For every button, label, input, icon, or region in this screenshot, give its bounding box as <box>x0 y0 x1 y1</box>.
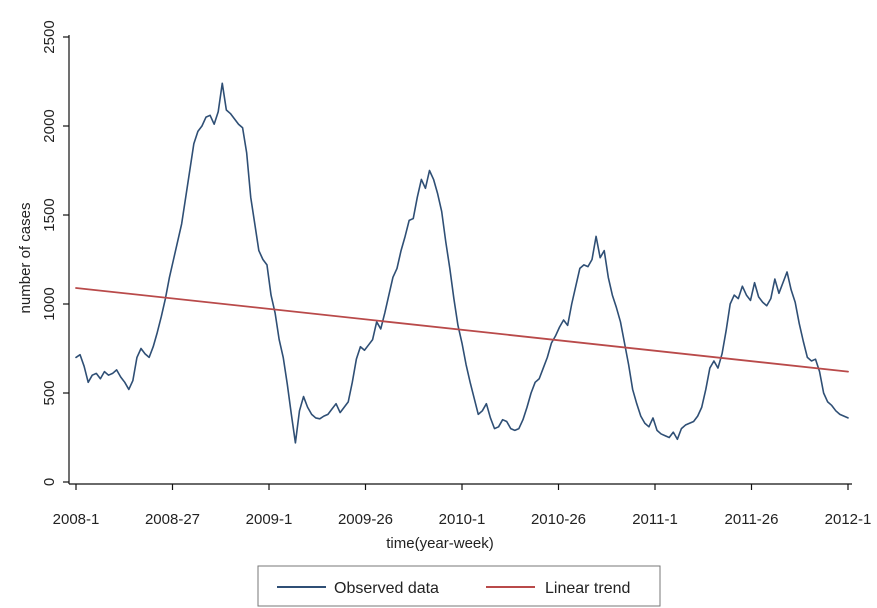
x-tick-label-2: 2009-1 <box>246 511 293 528</box>
series-layer <box>75 82 849 444</box>
ticks-layer: 0 500 1000 1500 2000 2500 2008-1 2008-27 2009-1 2… <box>41 20 871 528</box>
legend-label-observed: Observed data <box>334 580 439 597</box>
x-tick-label-3: 2009-26 <box>338 511 393 528</box>
y-tick-label-3: 1500 <box>41 198 58 231</box>
y-tick-label-1: 500 <box>41 380 58 405</box>
x-tick-label-8: 2012-1 <box>825 511 872 528</box>
x-tick-label-4: 2010-1 <box>439 511 486 528</box>
x-axis-label: time(year-week) <box>386 535 494 552</box>
x-tick-label-7: 2011-26 <box>725 511 779 528</box>
legend-label-trend: Linear trend <box>545 580 630 597</box>
observed-data-series-line <box>75 82 849 444</box>
legend: Observed data Linear trend <box>257 565 661 607</box>
x-tick-label-5: 2010-26 <box>531 511 586 528</box>
y-tick-label-4: 2000 <box>41 109 58 142</box>
legend-box <box>257 565 661 607</box>
y-tick-label-2: 1000 <box>41 287 58 320</box>
y-tick-label-0: 0 <box>41 478 58 486</box>
x-tick-label-1: 2008-27 <box>145 511 200 528</box>
x-tick-label-6: 2011-1 <box>632 511 678 528</box>
x-tick-label-0: 2008-1 <box>53 511 100 528</box>
linear-trend-series-line <box>75 287 849 373</box>
y-tick-label-5: 2500 <box>41 20 58 53</box>
axes-layer: number of cases time(year-week) <box>17 35 852 552</box>
y-axis-label: number of cases <box>17 203 34 314</box>
